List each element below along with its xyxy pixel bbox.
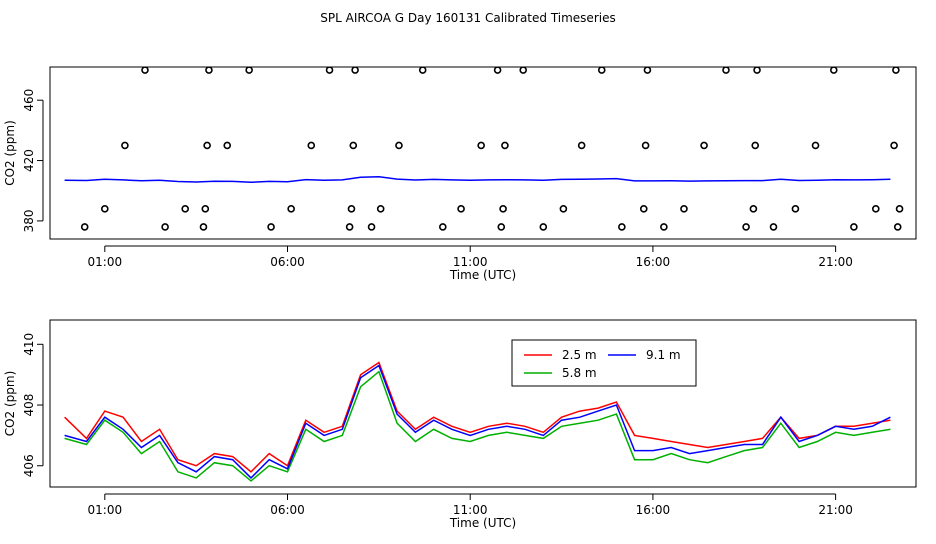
data-point [893, 223, 902, 231]
legend-label: 5.8 m [562, 366, 597, 380]
data-point [205, 67, 213, 74]
data-point [559, 205, 568, 213]
data-point [722, 67, 730, 74]
data-point [892, 67, 900, 74]
data-point [811, 141, 820, 150]
x-tick-label: 21:00 [818, 255, 853, 269]
x-tick-label: 06:00 [270, 255, 305, 269]
data-point [829, 67, 838, 74]
data-point [141, 67, 149, 74]
plot-frame [49, 66, 917, 240]
data-point [501, 141, 509, 150]
y-tick-label: 410 [22, 333, 36, 356]
top-panel-scatter: 01:00 06:00 11:00 16:00 21:00 Time (UTC) 380 42… [3, 66, 917, 282]
data-point [199, 223, 208, 231]
data-point [223, 141, 232, 150]
y-tick-label: 380 [22, 209, 36, 232]
data-point [769, 223, 778, 231]
data-point [639, 205, 648, 213]
data-point [895, 205, 904, 213]
data-point [499, 205, 507, 213]
x-tick-label: 11:00 [453, 503, 488, 517]
data-point [497, 223, 506, 231]
data-point [439, 223, 447, 231]
data-point [367, 223, 376, 231]
legend-label: 2.5 m [562, 348, 597, 362]
data-point [376, 205, 385, 213]
y-tick-label: 408 [22, 394, 36, 417]
data-point [201, 205, 210, 213]
data-point [121, 141, 129, 150]
series-line-9-1-m [64, 364, 891, 479]
x-tick-label: 01:00 [88, 255, 123, 269]
data-point [457, 205, 465, 213]
data-layer [64, 361, 891, 482]
data-point [519, 67, 527, 74]
data-point [287, 205, 295, 213]
data-point [597, 67, 606, 74]
y-axis-label: CO2 (ppm) [3, 371, 17, 437]
legend-box [511, 339, 697, 387]
figure-title: SPL AIRCOA G Day 160131 Calibrated Times… [320, 11, 615, 25]
data-point [351, 67, 359, 74]
data-point [753, 67, 761, 74]
data-point [493, 67, 502, 74]
data-point [80, 223, 89, 231]
data-point [850, 223, 858, 231]
data-point [325, 67, 334, 74]
bottom-panel-lines: 01:00 06:00 11:00 16:00 21:00 Time (UTC) 406 40… [3, 319, 917, 530]
data-point [181, 205, 189, 213]
data-point [872, 205, 880, 213]
data-point [643, 67, 652, 74]
data-point [700, 141, 708, 150]
data-point [660, 223, 668, 231]
data-point [751, 141, 760, 150]
x-tick-label: 01:00 [88, 503, 123, 517]
x-axis-label: Time (UTC) [449, 268, 516, 282]
x-tick-label: 16:00 [636, 503, 671, 517]
plot-frame [49, 319, 917, 488]
data-point [161, 223, 169, 231]
x-axis-label: Time (UTC) [449, 516, 516, 530]
data-point [742, 223, 750, 231]
data-point [477, 141, 485, 150]
y-axis-label: CO2 (ppm) [3, 120, 17, 186]
legend: 2.5 m 5.8 m 9.1 m [511, 339, 697, 387]
data-point [418, 67, 427, 74]
y-tick-label: 420 [22, 149, 36, 172]
data-point [307, 141, 316, 150]
series-line-0 [64, 175, 891, 184]
data-point [345, 223, 354, 231]
data-point [245, 67, 253, 74]
series-line-5-8-m [64, 370, 891, 482]
x-tick-label: 21:00 [818, 503, 853, 517]
data-point [267, 223, 275, 231]
data-point [890, 141, 898, 150]
data-point [347, 205, 356, 213]
data-point [749, 205, 758, 213]
data-layer [64, 67, 904, 231]
legend-label: 9.1 m [646, 348, 681, 362]
data-point [539, 223, 548, 231]
data-point [791, 205, 800, 213]
data-point [641, 141, 650, 150]
y-tick-label: 460 [22, 89, 36, 112]
data-point [203, 141, 211, 150]
data-point [395, 141, 403, 150]
data-point [101, 205, 109, 213]
x-tick-label: 06:00 [270, 503, 305, 517]
data-point [577, 141, 586, 150]
y-tick-label: 406 [22, 454, 36, 477]
data-point [349, 141, 358, 150]
x-tick-label: 11:00 [453, 255, 488, 269]
series-line-2-5-m [64, 361, 891, 473]
data-point [680, 205, 688, 213]
data-point [618, 223, 626, 231]
x-tick-label: 16:00 [636, 255, 671, 269]
